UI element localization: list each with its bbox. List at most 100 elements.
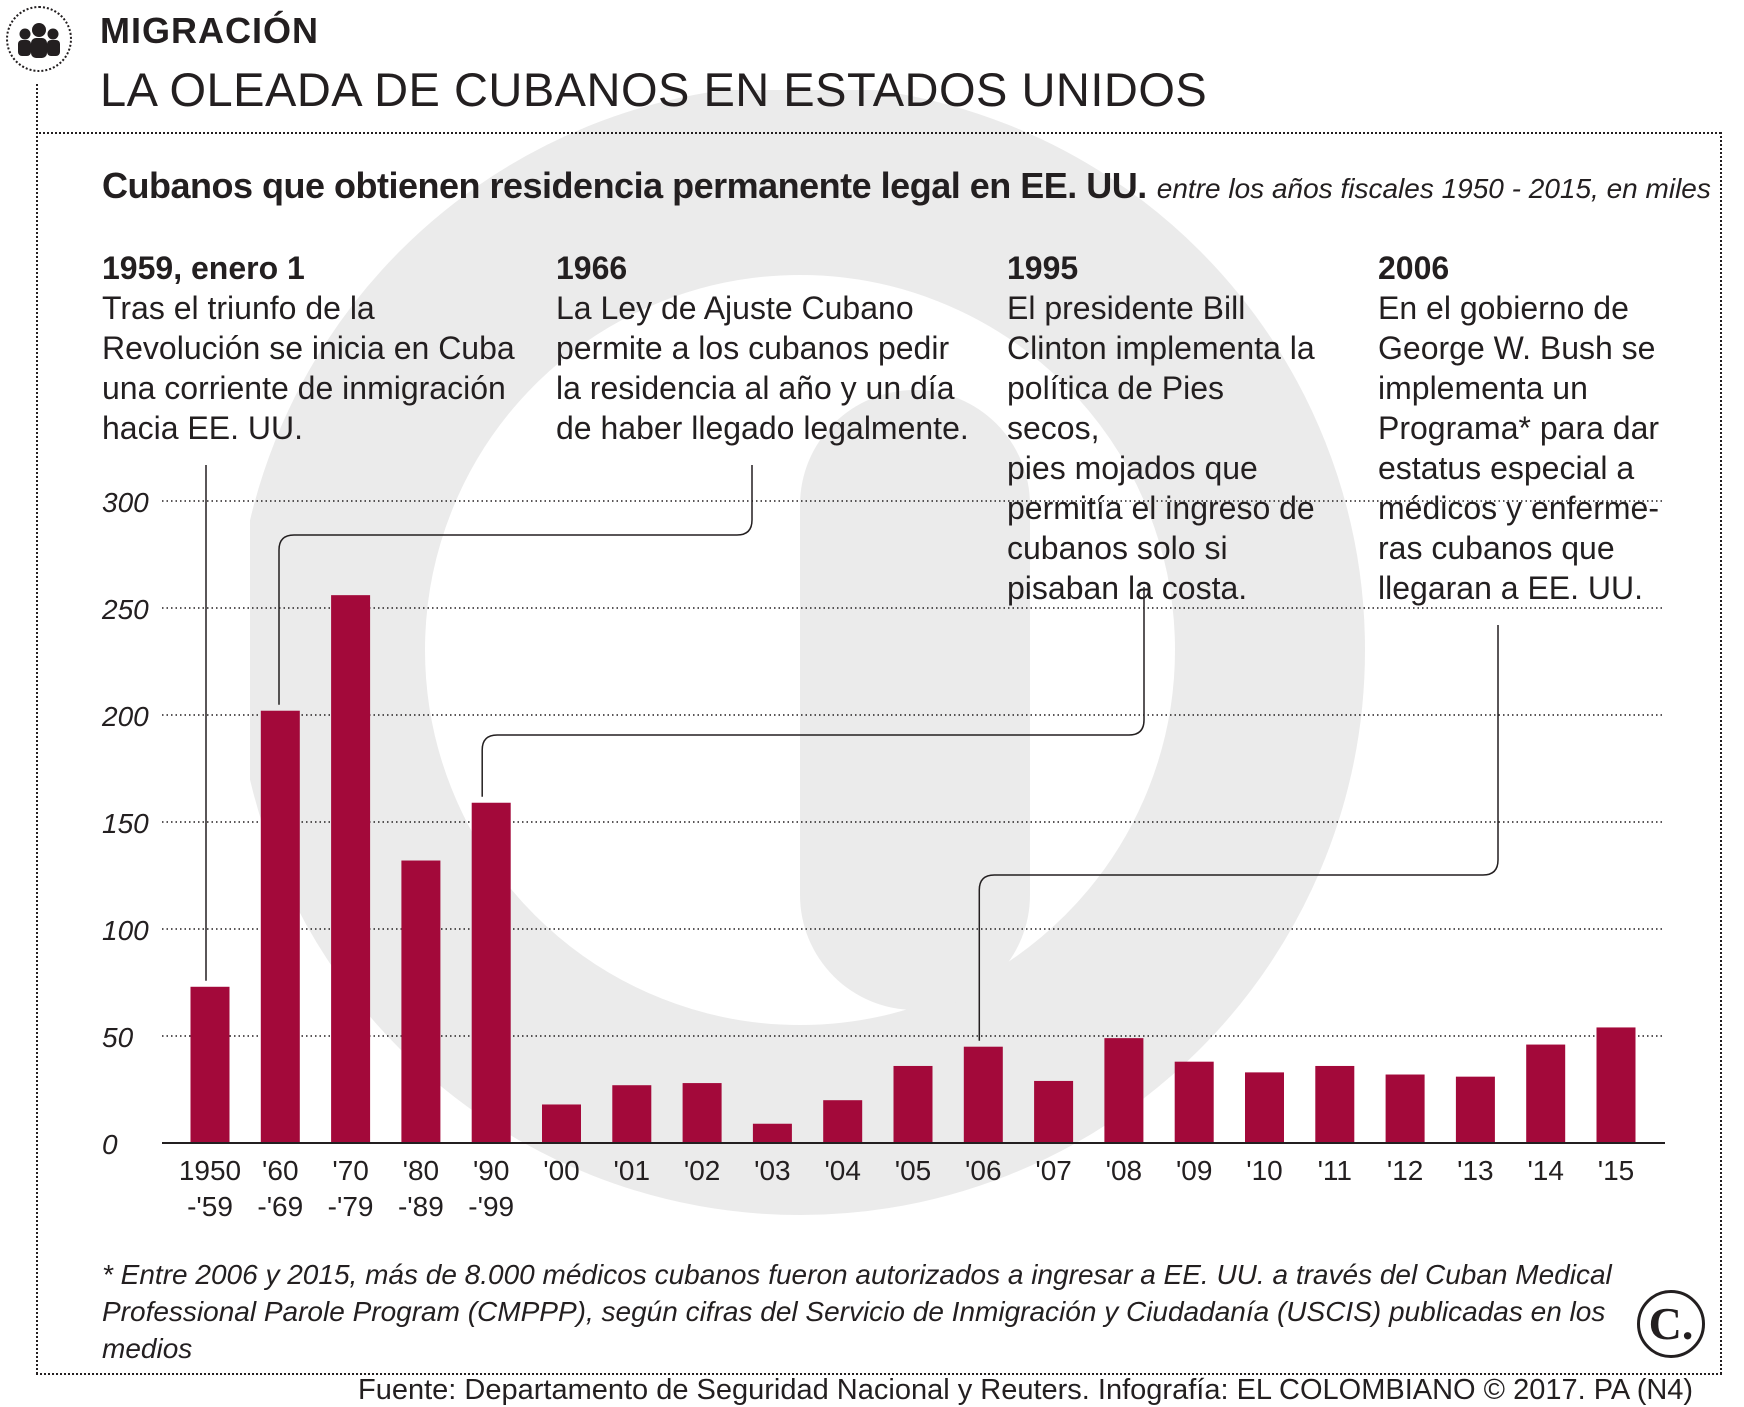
annotation-line: la residencia al año y un día (556, 370, 955, 406)
x-tick-label: -'79 (328, 1191, 374, 1222)
annotation-line: estatus especial a (1378, 450, 1635, 486)
frame-right-border (1720, 132, 1722, 1374)
annotation-line: cubanos solo si (1007, 530, 1228, 566)
bar (1315, 1065, 1355, 1143)
annotation-line: George W. Bush se (1378, 330, 1656, 366)
x-tick-label: '01 (614, 1155, 651, 1186)
x-tick-label: '14 (1527, 1155, 1564, 1186)
annotation-line: hacia EE. UU. (102, 410, 303, 446)
x-tick-label: '03 (754, 1155, 791, 1186)
annotation-line: política de Pies secos, (1007, 370, 1225, 446)
bar (260, 710, 300, 1143)
bar (682, 1083, 722, 1143)
x-tick-label: '10 (1246, 1155, 1283, 1186)
bar (471, 802, 511, 1143)
annotation-1966: 1966 La Ley de Ajuste Cubano permite a l… (556, 248, 976, 448)
annotation-year: 1966 (556, 250, 628, 286)
x-tick-label: -'99 (468, 1191, 514, 1222)
x-tick-label: '09 (1176, 1155, 1213, 1186)
annotation-line: La Ley de Ajuste Cubano (556, 290, 914, 326)
annotation-line: pies mojados que (1007, 450, 1258, 486)
x-tick-label: -'89 (398, 1191, 444, 1222)
x-tick-label: '15 (1598, 1155, 1635, 1186)
leader-line (278, 465, 753, 705)
annotation-line: El presidente Bill (1007, 290, 1246, 326)
x-tick-label: '60 (262, 1155, 299, 1186)
people-group-icon (6, 6, 72, 72)
bar (752, 1123, 792, 1143)
bar (963, 1046, 1003, 1143)
y-tick-label: 100 (102, 915, 149, 946)
annotation-line: médicos y enferme- (1378, 490, 1659, 526)
leader-line (481, 587, 1145, 797)
annotation-line: pisaban la costa. (1007, 570, 1248, 606)
chart-title: Cubanos que obtienen residencia permanen… (102, 165, 1147, 206)
annotation-year: 1995 (1007, 250, 1079, 286)
bar (190, 986, 230, 1143)
y-tick-label: 250 (101, 594, 149, 625)
bar (1455, 1076, 1495, 1143)
annotation-line: ras cubanos que (1378, 530, 1615, 566)
y-tick-label: 200 (101, 701, 149, 732)
bar (331, 595, 371, 1143)
y-tick-label: 150 (102, 808, 149, 839)
x-tick-label: '70 (332, 1155, 369, 1186)
page-title: LA OLEADA DE CUBANOS EN ESTADOS UNIDOS (100, 63, 1208, 116)
x-tick-label: '04 (824, 1155, 861, 1186)
bar (1034, 1080, 1074, 1143)
x-tick-label: '11 (1318, 1155, 1352, 1186)
y-tick-label: 300 (102, 487, 149, 518)
annotation-1959: 1959, enero 1 Tras el triunfo de la Revo… (102, 248, 532, 448)
watermark-logo (250, 90, 1365, 1215)
bar (1596, 1027, 1636, 1143)
annotation-line: permite a los cubanos pedir (556, 330, 950, 366)
annotation-line: En el gobierno de (1378, 290, 1629, 326)
frame-bottom-border (36, 1373, 1722, 1375)
annotation-2006: 2006 En el gobierno de George W. Bush se… (1378, 248, 1678, 608)
bar (1385, 1074, 1425, 1143)
footnote: * Entre 2006 y 2015, más de 8.000 médico… (102, 1259, 1612, 1364)
annotation-1995: 1995 El presidente Bill Clinton implemen… (1007, 248, 1317, 608)
bar (401, 860, 441, 1143)
annotation-line: de haber llegado legalmente. (556, 410, 969, 446)
x-tick-label: '06 (965, 1155, 1002, 1186)
annotation-line: Clinton implementa la (1007, 330, 1315, 366)
bar (823, 1100, 863, 1143)
x-tick-label: 1950 (179, 1155, 241, 1186)
annotation-line: implementa un (1378, 370, 1588, 406)
bar (612, 1085, 652, 1143)
x-tick-label: -'59 (187, 1191, 233, 1222)
bar (1245, 1072, 1284, 1143)
x-tick-label: '00 (543, 1155, 580, 1186)
frame-left-border (36, 84, 38, 1374)
chart-subtitle: Cubanos que obtienen residencia permanen… (102, 165, 1711, 207)
annotation-line: Programa* para dar (1378, 410, 1660, 446)
x-tick-label: '90 (473, 1155, 510, 1186)
x-tick-label: '12 (1387, 1155, 1424, 1186)
y-tick-label: 50 (102, 1022, 134, 1053)
section-label: MIGRACIÓN (100, 10, 319, 51)
x-tick-label: '08 (1106, 1155, 1143, 1186)
annotation-line: llegaran a EE. UU. (1378, 570, 1644, 606)
x-tick-label: '05 (895, 1155, 932, 1186)
x-tick-label: '80 (403, 1155, 440, 1186)
bar (1174, 1061, 1214, 1143)
annotation-year: 1959, enero 1 (102, 250, 305, 286)
annotation-line: Tras el triunfo de la (102, 290, 375, 326)
x-tick-label: -'69 (257, 1191, 303, 1222)
annotation-line: una corriente de inmigración (102, 370, 506, 406)
chart-subtitle-detail: entre los años fiscales 1950 - 2015, en … (1156, 173, 1711, 204)
y-tick-label: 0 (102, 1129, 118, 1160)
x-tick-label: '07 (1035, 1155, 1072, 1186)
x-tick-label: '02 (684, 1155, 721, 1186)
x-tick-label: '13 (1457, 1155, 1494, 1186)
annotation-line: permitía el ingreso de (1007, 490, 1315, 526)
bar (893, 1065, 933, 1143)
annotation-year: 2006 (1378, 250, 1450, 286)
leader-line (978, 625, 1499, 1041)
source-credit: Fuente: Departamento de Seguridad Nacion… (358, 1374, 1694, 1406)
bar (1104, 1038, 1144, 1143)
bar (542, 1104, 581, 1143)
annotation-line: Revolución se inicia en Cuba (102, 330, 515, 366)
